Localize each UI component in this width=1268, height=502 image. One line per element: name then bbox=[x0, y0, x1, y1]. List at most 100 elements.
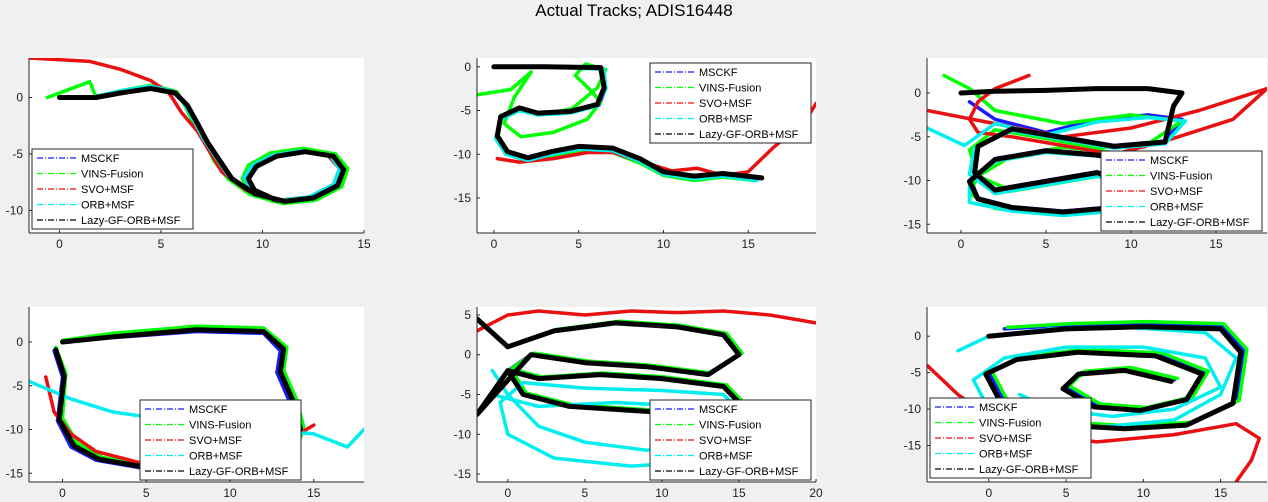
x-tick-label: 10 bbox=[657, 237, 671, 251]
subplot-6: 0 5 10 15 0 -5 -10 -15 MSCKF VINS-Fusion SVO+MSF OR… bbox=[904, 307, 1267, 500]
figure-title: Actual Tracks; ADIS16448 bbox=[535, 1, 733, 20]
series-group bbox=[927, 73, 1267, 218]
y-tick-label: -15 bbox=[6, 466, 24, 480]
x-tick-label: 15 bbox=[732, 486, 746, 500]
y-tick-label: -10 bbox=[454, 147, 472, 161]
y-tick-label: -5 bbox=[12, 379, 23, 393]
legend-label: VINS-Fusion bbox=[699, 83, 761, 95]
y-tick-label: -15 bbox=[454, 191, 472, 205]
legend-label: MSCKF bbox=[81, 153, 120, 165]
x-tick-label: 0 bbox=[985, 486, 992, 500]
legend-label: SVO+MSF bbox=[189, 435, 242, 447]
legend-label: Lazy-GF-ORB+MSF bbox=[1150, 217, 1250, 229]
series-group bbox=[29, 58, 350, 206]
legend-label: VINS-Fusion bbox=[81, 169, 143, 181]
legend-label: Lazy-GF-ORB+MSF bbox=[979, 464, 1079, 476]
y-tick-label: 0 bbox=[914, 86, 921, 100]
x-tick-label: 5 bbox=[143, 486, 150, 500]
legend-label: ORB+MSF bbox=[1150, 202, 1204, 214]
x-tick-label: 15 bbox=[742, 237, 756, 251]
y-tick-label: -5 bbox=[460, 388, 471, 402]
legend: MSCKF VINS-Fusion SVO+MSF ORB+MSF Lazy-GF-OR… bbox=[1100, 150, 1263, 232]
x-tick-label: 10 bbox=[1124, 237, 1138, 251]
x-tick-label: 0 bbox=[56, 237, 63, 251]
x-tick-label: 5 bbox=[1043, 237, 1050, 251]
legend-label: SVO+MSF bbox=[979, 433, 1032, 445]
legend-box bbox=[139, 399, 302, 481]
x-tick-label: 15 bbox=[357, 237, 371, 251]
legend-box bbox=[649, 399, 812, 481]
x-tick-label: 5 bbox=[575, 237, 582, 251]
series-line-lazy-gf-orb-msf bbox=[958, 86, 1193, 215]
y-tick-label: -10 bbox=[6, 203, 24, 217]
legend-label: VINS-Fusion bbox=[1150, 171, 1212, 183]
y-tick-label: -5 bbox=[12, 147, 23, 161]
legend-label: Lazy-GF-ORB+MSF bbox=[699, 129, 799, 141]
legend-label: MSCKF bbox=[1150, 155, 1189, 167]
legend-label: SVO+MSF bbox=[699, 435, 752, 447]
legend-box bbox=[929, 397, 1092, 479]
y-tick-label: -15 bbox=[454, 467, 472, 481]
y-tick-label: -15 bbox=[904, 217, 922, 231]
x-tick-label: 10 bbox=[223, 486, 237, 500]
legend-label: SVO+MSF bbox=[699, 98, 752, 110]
x-tick-label: 10 bbox=[1137, 486, 1151, 500]
legend-label: MSCKF bbox=[189, 404, 228, 416]
y-tick-label: -10 bbox=[904, 402, 922, 416]
x-tick-label: 10 bbox=[256, 237, 270, 251]
y-tick-label: 0 bbox=[464, 348, 471, 362]
legend: MSCKF VINS-Fusion SVO+MSF ORB+MSF Lazy-GF-OR… bbox=[139, 399, 302, 481]
x-tick-label: 15 bbox=[1209, 237, 1223, 251]
legend-label: VINS-Fusion bbox=[699, 420, 761, 432]
y-tick-label: 5 bbox=[464, 308, 471, 322]
subplot-1: 0 5 10 15 0 -5 -10 MSCKF VINS-Fusion SVO+MSF ORB+M… bbox=[6, 58, 371, 251]
legend-label: Lazy-GF-ORB+MSF bbox=[699, 466, 799, 478]
y-tick-label: -10 bbox=[904, 174, 922, 188]
series-line-svo-msf bbox=[477, 309, 816, 333]
legend-box bbox=[31, 148, 194, 230]
x-tick-label: 5 bbox=[158, 237, 165, 251]
subplot-3: 0 5 10 15 0 -5 -10 -15 MSCKF VINS-Fusion SVO+MSF OR… bbox=[904, 58, 1267, 251]
y-tick-label: 0 bbox=[16, 335, 23, 349]
x-tick-label: 0 bbox=[59, 486, 66, 500]
x-tick-label: 0 bbox=[491, 237, 498, 251]
legend-label: MSCKF bbox=[699, 404, 738, 416]
legend-label: MSCKF bbox=[979, 402, 1018, 414]
x-tick-label: 5 bbox=[1063, 486, 1070, 500]
x-tick-label: 0 bbox=[958, 237, 965, 251]
x-tick-label: 10 bbox=[655, 486, 669, 500]
x-tick-label: 5 bbox=[582, 486, 589, 500]
legend: MSCKF VINS-Fusion SVO+MSF ORB+MSF Lazy-GF-OR… bbox=[649, 399, 812, 481]
y-tick-label: -5 bbox=[910, 130, 921, 144]
x-tick-label: 0 bbox=[504, 486, 511, 500]
y-tick-label: 0 bbox=[16, 91, 23, 105]
legend: MSCKF VINS-Fusion SVO+MSF ORB+MSF Lazy-GF-OR… bbox=[929, 397, 1092, 479]
legend-label: SVO+MSF bbox=[81, 184, 134, 196]
legend-label: VINS-Fusion bbox=[979, 418, 1041, 430]
series-line-lazy-gf-orb-msf bbox=[57, 86, 347, 204]
y-tick-label: 0 bbox=[464, 60, 471, 74]
legend-box bbox=[1100, 150, 1263, 232]
subplot-4: 0 5 10 15 0 -5 -10 -15 MSCKF VINS-Fusion SVO+MSF OR… bbox=[6, 307, 364, 500]
x-tick-label: 15 bbox=[1214, 486, 1228, 500]
legend-label: ORB+MSF bbox=[699, 114, 753, 126]
legend-label: ORB+MSF bbox=[979, 449, 1033, 461]
x-tick-label: 15 bbox=[307, 486, 321, 500]
legend: MSCKF VINS-Fusion SVO+MSF ORB+MSF Lazy-GF-OR… bbox=[649, 62, 812, 144]
y-tick-label: -10 bbox=[454, 427, 472, 441]
x-tick-label: 20 bbox=[809, 486, 823, 500]
y-tick-label: -15 bbox=[904, 439, 922, 453]
y-tick-label: 0 bbox=[914, 329, 921, 343]
legend-box bbox=[649, 62, 812, 144]
subplot-2: 0 5 10 15 0 -5 -10 -15 MSCKF VINS-Fusion SVO+MSF OR… bbox=[454, 58, 816, 251]
y-tick-label: -10 bbox=[6, 423, 24, 437]
legend-label: MSCKF bbox=[699, 67, 738, 79]
legend-label: Lazy-GF-ORB+MSF bbox=[81, 215, 181, 227]
legend-label: ORB+MSF bbox=[189, 451, 243, 463]
subplot-5: 0 5 10 15 20 5 0 -5 -10 -15 MSCKF VINS-Fusion SVO+MS… bbox=[454, 307, 823, 500]
y-tick-label: -5 bbox=[910, 366, 921, 380]
legend-label: VINS-Fusion bbox=[189, 420, 251, 432]
series-line-lazy-gf-orb-msf bbox=[491, 64, 765, 181]
legend-label: ORB+MSF bbox=[699, 451, 753, 463]
